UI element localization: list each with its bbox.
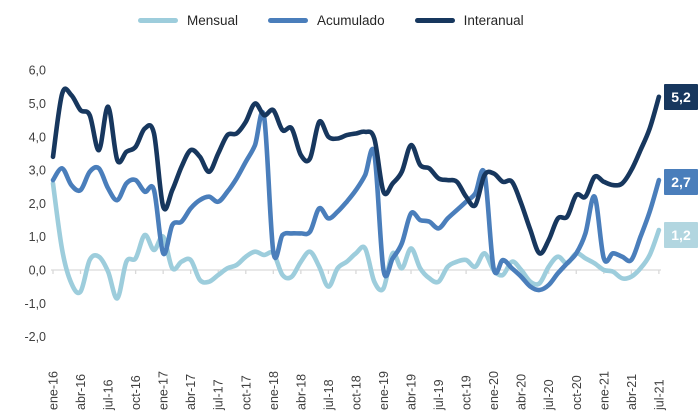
series-line-mensual [50,181,662,301]
mensual-line-swatch [138,18,178,23]
x-axis-label: abr-21 [625,374,639,410]
x-axis-label: jul-21 [652,379,666,411]
x-axis-label: oct-18 [349,375,363,410]
x-axis-label: abr-18 [294,374,308,410]
x-axis-label: oct-20 [570,375,584,410]
y-axis-label: 4,0 [29,130,46,144]
end-label: 5,2 [664,84,698,110]
x-axis-label: ene-21 [597,371,611,410]
end-label: 2,7 [664,169,698,195]
y-axis-label: 5,0 [29,97,46,111]
x-axis-label: abr-20 [515,374,529,410]
interanual-line-swatch [414,18,455,23]
y-axis-label: 0,0 [29,264,46,278]
acumulado-line-swatch [268,18,309,23]
x-axis-label: jul-18 [322,379,336,411]
x-axis-label: jul-17 [212,379,226,411]
x-axis-label: oct-19 [460,375,474,410]
y-axis-label: 1,0 [29,230,46,244]
y-axis-label: -1,0 [24,297,46,311]
chart-legend: Mensual Acumulado Interanual [138,13,524,28]
end-label: 1,2 [664,222,698,248]
x-axis-label: jul-19 [432,379,446,411]
legend-item-mensual: Mensual [138,13,238,28]
y-axis-label: 6,0 [29,64,46,78]
series-line-interanual [50,86,662,256]
legend-label-acumulado: Acumulado [317,13,385,28]
x-axis-label: oct-16 [129,375,143,410]
y-axis-label: -2,0 [24,330,46,344]
y-axis-label: 2,0 [29,197,46,211]
legend-label-interanual: Interanual [463,13,524,28]
x-axis-label: ene-17 [157,371,171,410]
x-axis-label: abr-19 [405,374,419,410]
x-axis-label: abr-16 [74,374,88,410]
series-line-acumulado [50,110,662,293]
x-axis-label: abr-17 [184,374,198,410]
legend-label-mensual: Mensual [187,13,239,28]
x-axis-label: ene-20 [487,371,501,410]
x-axis-label: ene-19 [377,371,391,410]
x-axis-label: jul-20 [542,379,556,411]
x-axis-label: oct-17 [239,375,253,410]
y-axis-label: 3,0 [29,164,46,178]
x-axis-label: jul-16 [102,379,116,411]
x-axis-label: ene-16 [47,371,61,410]
legend-item-acumulado: Acumulado [268,13,385,28]
legend-item-interanual: Interanual [414,13,524,28]
x-axis-label: ene-18 [267,371,281,410]
